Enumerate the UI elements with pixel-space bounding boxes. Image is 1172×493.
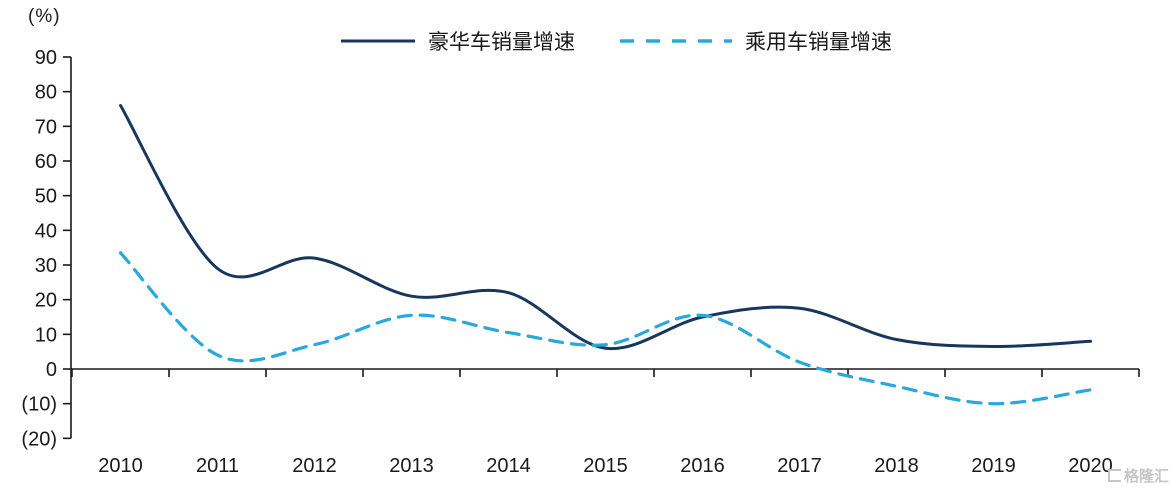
x-axis-label: 2018 (874, 455, 919, 477)
x-axis-label: 2016 (680, 455, 725, 477)
y-tick-label: 40 (35, 220, 57, 242)
x-axis-label: 2017 (777, 455, 822, 477)
legend-label-luxury: 豪华车销量增速 (428, 30, 575, 54)
y-tick-label: 60 (35, 151, 57, 173)
gelonghui-logo-icon (1107, 469, 1121, 482)
y-tick-label: 10 (35, 324, 57, 346)
x-axis-label: 2020 (1068, 455, 1113, 477)
x-axis-label: 2011 (196, 455, 239, 477)
luxury-line-swatch-icon (341, 39, 415, 43)
x-axis-label: 2015 (583, 455, 628, 477)
series-line-passenger (118, 251, 1093, 406)
y-tick-label: (20) (21, 428, 57, 450)
legend-item-passenger: 乘用车销量增速 (619, 26, 892, 56)
legend: 豪华车销量增速 乘用车销量增速 (340, 26, 892, 56)
y-tick-label: 30 (35, 255, 57, 277)
x-axis-label: 2010 (98, 455, 143, 477)
legend-label-passenger: 乘用车销量增速 (745, 30, 892, 54)
y-tick-label: 0 (46, 359, 57, 381)
watermark-gelonghui: 格隆汇 (1107, 465, 1169, 486)
x-axis-label: 2013 (389, 455, 434, 477)
x-axis-label: 2014 (486, 455, 531, 477)
watermark-text: 格隆汇 (1123, 468, 1169, 485)
y-axis-unit-label: (%) (28, 6, 61, 27)
passenger-line-swatch-icon (620, 39, 732, 43)
legend-item-luxury: 豪华车销量增速 (340, 26, 575, 56)
y-tick-label: 70 (35, 116, 57, 138)
y-tick-label: 90 (35, 47, 57, 69)
y-tick-label: (10) (21, 394, 57, 416)
y-tick-label: 80 (35, 82, 57, 104)
y-tick-label: 50 (35, 186, 57, 208)
x-axis-label: 2012 (292, 455, 337, 477)
y-tick-label: 20 (35, 290, 57, 312)
series-line-luxury (119, 104, 1092, 351)
x-axis-label: 2019 (971, 455, 1016, 477)
